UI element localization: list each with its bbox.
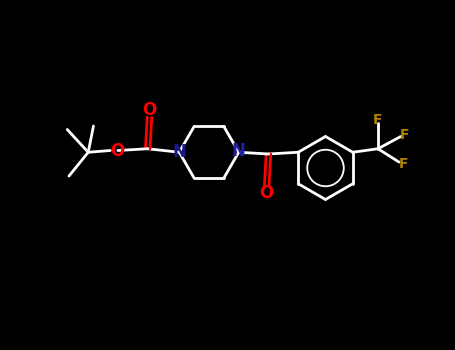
Text: N: N	[232, 142, 246, 160]
Text: F: F	[373, 113, 383, 127]
Text: O: O	[142, 100, 157, 119]
Text: N: N	[172, 143, 186, 161]
Text: F: F	[400, 128, 410, 142]
Text: F: F	[399, 157, 408, 171]
Text: O: O	[110, 142, 124, 160]
Text: O: O	[260, 184, 274, 202]
